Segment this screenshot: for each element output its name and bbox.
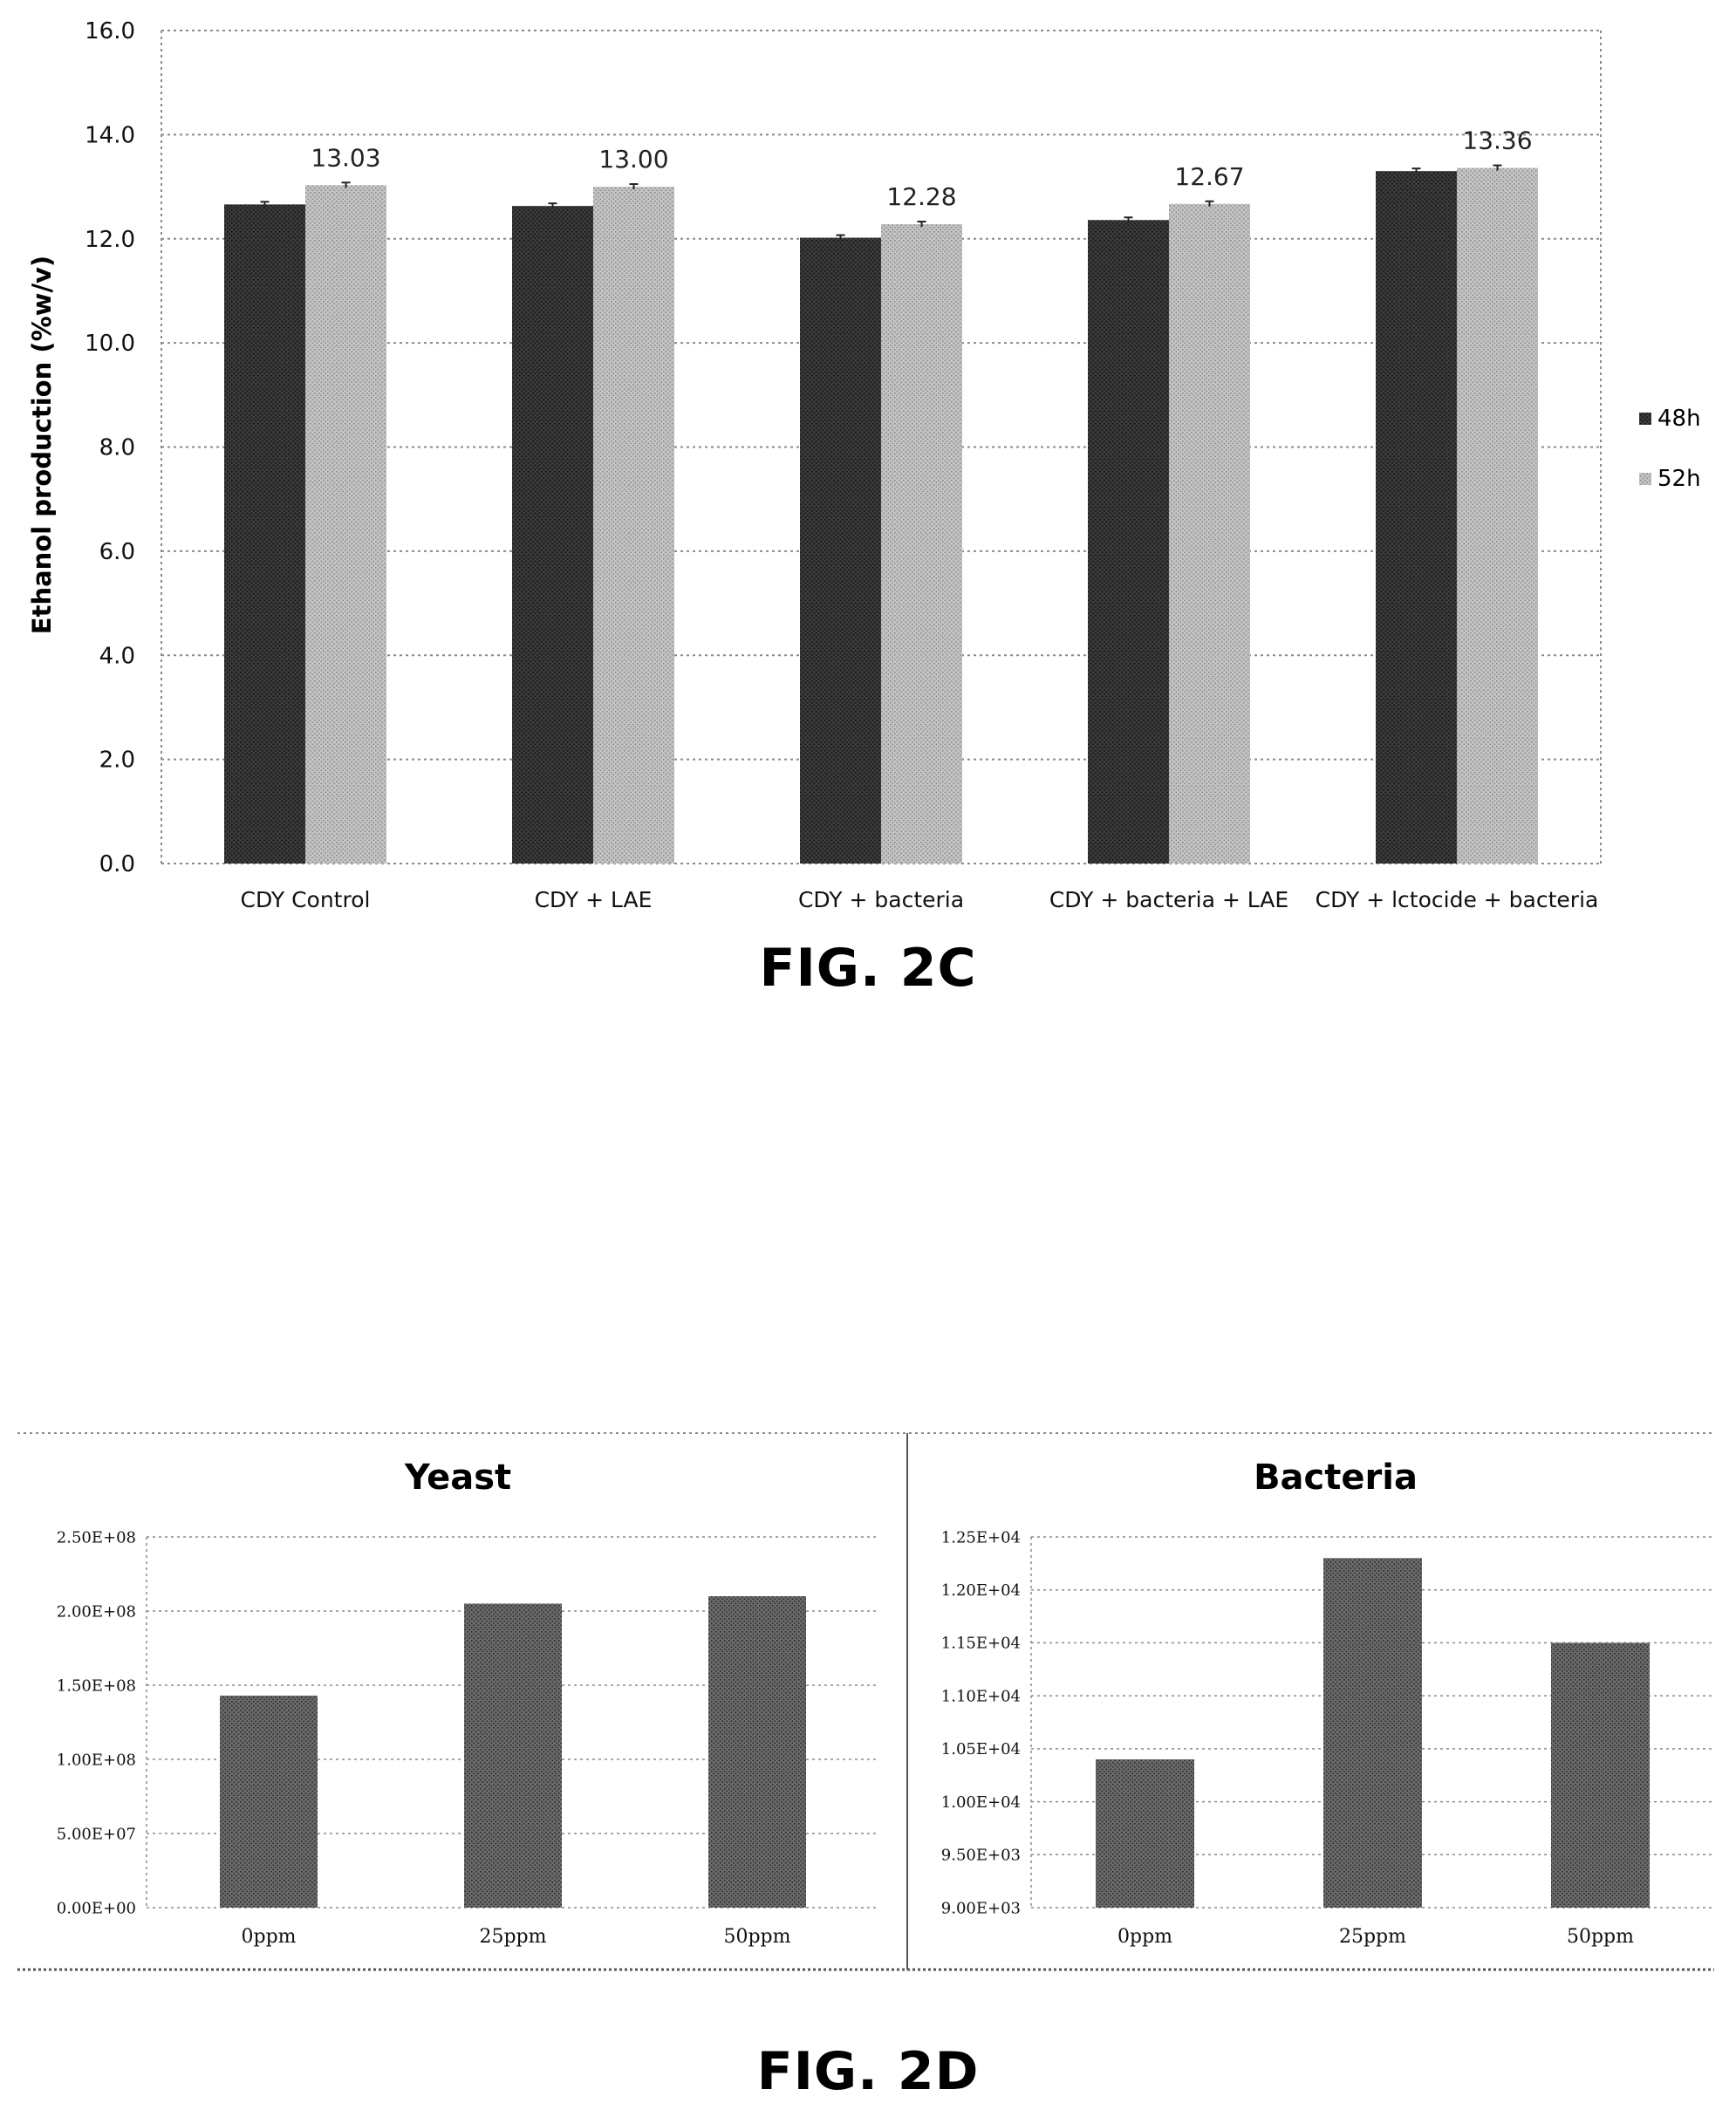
legend-swatch-52h [1639,473,1651,485]
bar-52h-3 [1169,203,1250,864]
x-tick-label: 50ppm [723,1926,790,1948]
data-label-3: 12.67 [1174,162,1244,191]
x-tick-label: CDY + lctocide + bacteria [1316,887,1599,912]
y-tick-label: 4.0 [99,643,135,669]
bar-0 [220,1695,318,1908]
x-tick-label: 25ppm [479,1926,546,1948]
yeast-chart-title: Yeast [404,1458,511,1498]
y-tick-label: 2.50E+08 [57,1528,136,1547]
bar-1 [1323,1558,1422,1908]
bar-48h-0 [224,204,305,864]
y-tick-label: 1.00E+08 [57,1751,136,1769]
bar-1 [464,1603,562,1908]
legend-swatch-48h [1639,413,1651,425]
bar-series [220,1596,806,1908]
bar-series [224,164,1538,864]
y-tick-label: 2.0 [99,748,135,774]
bar-series [1096,1558,1650,1908]
bar-52h-0 [305,185,386,864]
y-tick-label: 12.0 [85,227,135,253]
x-axis-ticks: 0ppm 25ppm 50ppm [241,1926,790,1948]
y-tick-label: 6.0 [99,539,135,565]
y-axis-ticks: 0.00E+00 5.00E+07 1.00E+08 1.50E+08 2.00E+08… [57,1528,136,1917]
x-axis-ticks: CDY Control CDY + LAE CDY + bacteria CDY + … [241,887,1599,912]
legend-label-52h: 52h [1657,466,1701,492]
y-tick-label: 1.05E+04 [941,1740,1021,1758]
yeast-chart: Yeast 0.00E+00 5.00E+07 1.00E+08 1.50E+08 2.… [57,1458,879,1948]
y-tick-label: 9.50E+03 [941,1847,1021,1865]
y-tick-label: 10.0 [85,331,135,357]
y-tick-label: 1.20E+04 [941,1581,1021,1600]
x-tick-label: 0ppm [1117,1926,1172,1948]
bar-52h-2 [881,224,962,864]
bar-2 [708,1596,806,1908]
y-axis-ticks: 0.0 2.0 4.0 6.0 8.0 10.0 12.0 14.0 16.0 [85,18,135,877]
x-tick-label: 25ppm [1339,1926,1406,1948]
bar-48h-3 [1088,220,1169,864]
x-tick-label: CDY Control [241,887,371,912]
bacteria-chart: Bacteria 9.00E+03 9.50E+03 1.00E+04 1.05E+0… [941,1458,1714,1948]
y-tick-label: 1.00E+04 [941,1793,1021,1812]
y-tick-label: 1.50E+08 [57,1676,136,1695]
x-tick-label: 50ppm [1567,1926,1634,1948]
figure-label-2c: FIG. 2C [759,938,977,999]
bar-48h-2 [800,237,881,864]
bar-48h-4 [1376,171,1457,864]
bar-52h-4 [1457,167,1538,864]
x-tick-label: CDY + LAE [535,887,653,912]
legend-label-48h: 48h [1657,406,1701,432]
x-axis-ticks: 0ppm 25ppm 50ppm [1117,1926,1634,1948]
bar-48h-1 [512,206,593,864]
fig-2d-frame [17,1432,1714,1971]
legend: 48h 52h [1639,406,1701,492]
x-tick-label: CDY + bacteria [798,887,964,912]
data-label-1: 13.00 [598,145,668,174]
data-label-0: 13.03 [311,143,380,172]
y-tick-label: 2.00E+08 [57,1602,136,1621]
bar-52h-1 [593,187,674,864]
y-tick-label: 0.0 [99,851,135,877]
y-tick-label: 1.10E+04 [941,1687,1021,1705]
data-labels: 13.03 13.00 12.28 12.67 13.36 [311,126,1532,211]
y-axis-label: Ethanol production (%w/v) [27,256,57,634]
figure-label-2d: FIG. 2D [756,2041,980,2102]
x-tick-label: 0ppm [241,1926,296,1948]
y-tick-label: 1.15E+04 [941,1635,1021,1653]
y-tick-label: 8.0 [99,435,135,461]
y-tick-label: 14.0 [85,122,135,148]
y-tick-label: 5.00E+07 [57,1825,136,1843]
bacteria-chart-title: Bacteria [1254,1458,1418,1498]
x-tick-label: CDY + bacteria + LAE [1049,887,1288,912]
y-tick-label: 0.00E+00 [57,1899,136,1917]
bar-2 [1551,1642,1650,1908]
y-axis-ticks: 9.00E+03 9.50E+03 1.00E+04 1.05E+04 1.10E+04… [941,1528,1021,1917]
data-label-2: 12.28 [886,182,956,211]
bar-0 [1096,1759,1194,1908]
y-tick-label: 9.00E+03 [941,1899,1021,1917]
y-tick-label: 16.0 [85,18,135,44]
y-tick-label: 1.25E+04 [941,1528,1021,1547]
data-label-4: 13.36 [1462,126,1532,155]
grid-lines [161,30,1602,864]
ethanol-production-chart: 0.02.04.06.08.010.012.014.016.0 13.03 13.… [27,18,1701,912]
